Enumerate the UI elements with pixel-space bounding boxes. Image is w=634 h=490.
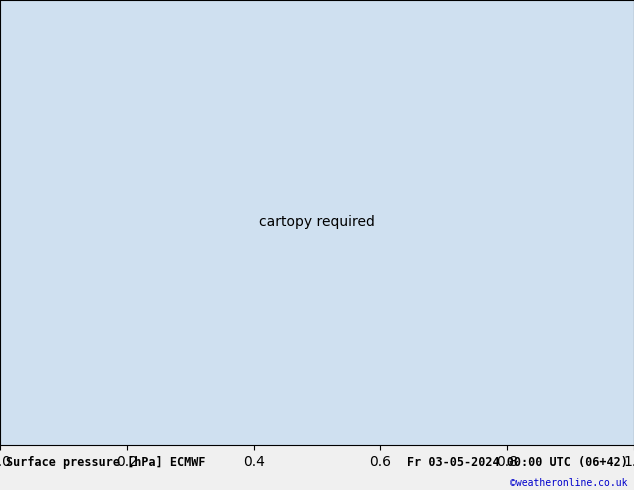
Text: Fr 03-05-2024 00:00 UTC (06+42): Fr 03-05-2024 00:00 UTC (06+42): [407, 456, 628, 468]
Text: cartopy required: cartopy required: [259, 216, 375, 229]
Text: ©weatheronline.co.uk: ©weatheronline.co.uk: [510, 478, 628, 488]
Text: Surface pressure [hPa] ECMWF: Surface pressure [hPa] ECMWF: [6, 456, 206, 468]
